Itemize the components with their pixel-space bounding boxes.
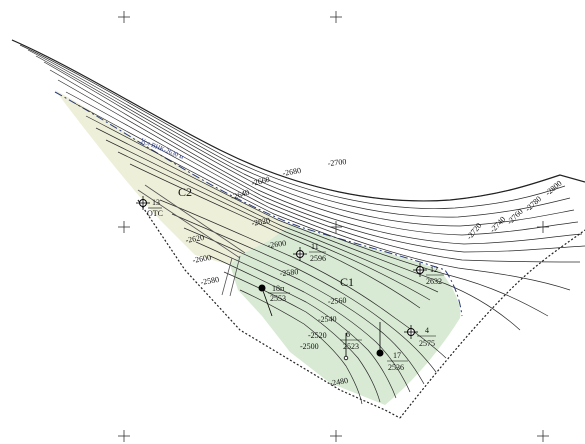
wells: 11 2596 12 2632 4 2575 18п 25 [136,196,444,372]
well-6[interactable]: 6 2523 [340,330,362,361]
contour-label: -2520 [308,331,327,340]
well-marker-producing-icon [258,284,266,292]
well-depth: 2596 [310,254,326,263]
well-13[interactable]: 13 ОТС [136,196,163,218]
well-depth: 2632 [426,277,442,286]
well-depth: ОТС [147,209,163,218]
contour-label: -2620 [185,233,205,245]
contour-label: -2680 [282,166,302,178]
well-number: 6 [346,330,350,339]
grid-cross [330,11,342,23]
grid-crosses [118,11,549,442]
grid-cross [118,11,130,23]
contour-label: -2480 [329,376,349,388]
well-number: 18п [272,284,285,293]
well-number: 11 [311,242,319,251]
contour-label: -2600 [267,238,287,250]
contour-label: -2560 [328,296,347,306]
category-c1-label: C1 [340,275,354,289]
well-depth: 2536 [388,363,404,372]
contour-label: -2660 [250,175,270,188]
contour-label: -2800 [544,179,564,198]
well-marker-projected-icon [343,355,349,361]
contour-label: -2700 [327,157,347,168]
well-17[interactable]: 17 2536 [376,322,409,372]
contour-lines [11,39,585,405]
grid-cross [330,430,342,442]
well-11[interactable]: 11 2596 [293,242,326,263]
zone-c1 [230,225,461,405]
contour-label: -2600 [192,253,212,265]
well-18p[interactable]: 18п 2553 [258,284,291,317]
well-depth: 2523 [343,342,359,351]
contour-label: -2500 [300,342,319,351]
contour-label: -2580 [200,275,220,287]
contour-label: -2540 [318,314,337,324]
field-boundary [11,39,585,419]
grid-cross [537,430,549,442]
well-number: 12 [430,265,438,274]
zone-c2 [55,90,290,265]
contour-label: -2580 [279,267,299,278]
category-c2-label: C2 [178,185,192,199]
well-number: 4 [425,326,429,335]
well-12[interactable]: 12 2632 [413,263,444,286]
owc-line [54,91,463,317]
well-depth: 2553 [270,294,286,303]
grid-cross [118,430,130,442]
grid-cross [118,221,130,233]
well-4[interactable]: 4 2575 [404,325,436,348]
well-marker-producing-icon [376,349,384,357]
well-number: 13 [152,198,160,207]
grid-cross [330,221,342,233]
contour-label: -2620 [251,216,271,228]
well-number: 17 [393,351,401,360]
contour-label: -2760 [505,207,525,226]
well-depth: 2575 [419,339,435,348]
